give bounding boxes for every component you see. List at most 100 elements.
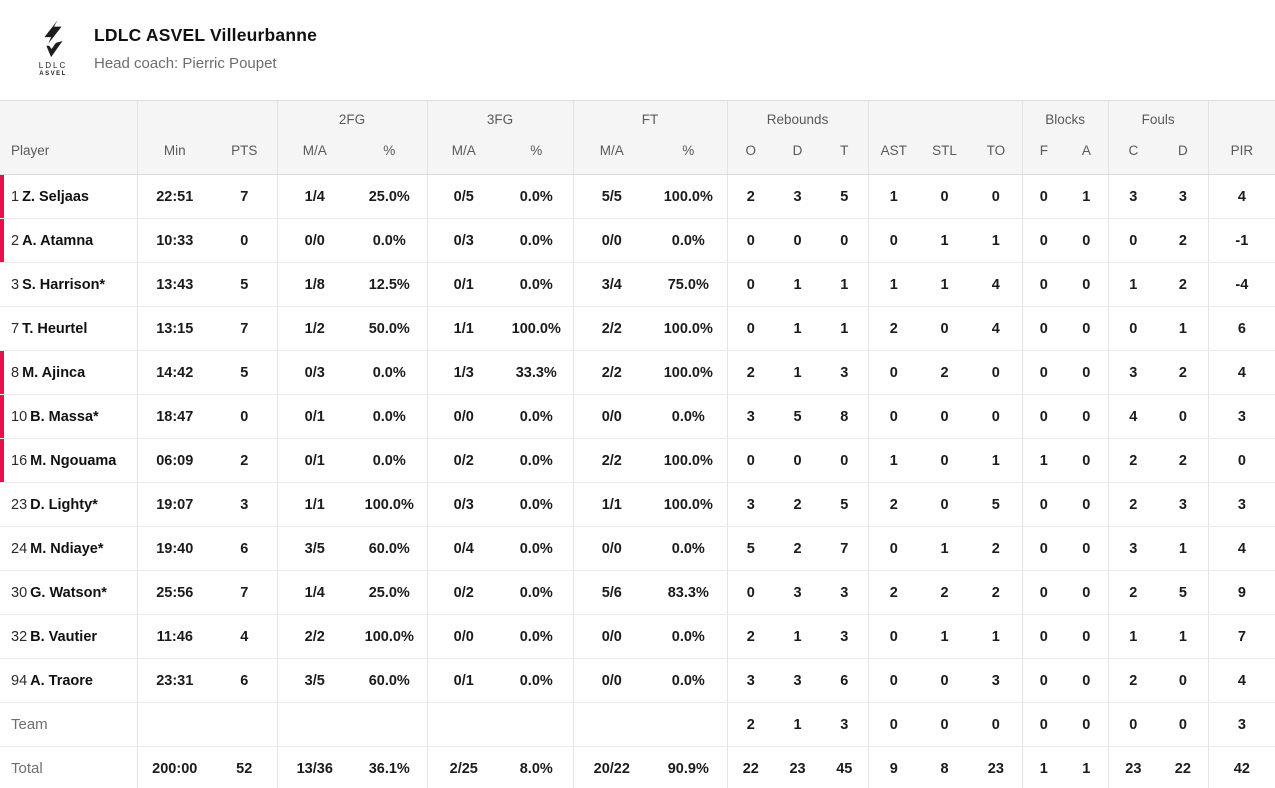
- stat-cell: 0: [867, 218, 920, 263]
- stat-cell: 0.0%: [650, 526, 728, 571]
- stat-cell: 13:43: [136, 262, 212, 307]
- player-cell[interactable]: 8 M. Ajinca: [0, 350, 137, 395]
- stat-cell: 1/3: [426, 350, 501, 395]
- player-cell[interactable]: 16 M. Ngouama: [0, 438, 137, 483]
- stat-cell: 1: [919, 218, 971, 263]
- stat-cell: 0: [867, 526, 920, 571]
- player-row: 2 A. Atamna 10:33 0 0/0 0.0% 0/3 0.0% 0/0 0.0% 0 0 0…: [0, 218, 1275, 263]
- stat-cell: -4: [1207, 262, 1275, 307]
- stat-cell: 0/1: [276, 438, 352, 483]
- player-cell[interactable]: 10 B. Massa*: [0, 394, 137, 439]
- stat-cell: 100.0%: [650, 438, 728, 483]
- stat-cell: 100.0%: [352, 482, 428, 527]
- stat-cell: 0.0%: [650, 658, 728, 703]
- stat-cell: 10:33: [136, 218, 212, 263]
- stat-cell: 2/2: [572, 350, 651, 395]
- player-row: 3 S. Harrison* 13:43 5 1/8 12.5% 0/1 0.0% 3/4 75.…: [0, 262, 1275, 307]
- stat-cell: 1/1: [426, 306, 501, 351]
- stat-cell: 6: [821, 658, 869, 703]
- stat-cell: 42: [1207, 746, 1275, 788]
- stat-cell: 1: [1107, 614, 1159, 659]
- player-cell[interactable]: 24 M. Ndiaye*: [0, 526, 137, 571]
- stat-cell: 6: [212, 526, 277, 571]
- stat-cell: 3: [1107, 526, 1159, 571]
- stat-cell: 0: [1065, 350, 1109, 395]
- stat-cell: 1: [1065, 746, 1109, 788]
- stat-cell: 0: [1065, 658, 1109, 703]
- stat-cell: 2: [970, 570, 1023, 615]
- player-number: 16: [11, 452, 28, 469]
- player-row: 23 D. Lighty* 19:07 3 1/1 100.0% 0/3 0.0% 1/1 100…: [0, 482, 1275, 527]
- lightning-bolt-icon: [44, 20, 63, 58]
- stat-cell: 3: [821, 570, 869, 615]
- stat-cell: 0.0%: [352, 438, 428, 483]
- stat-cell: 2: [1158, 350, 1209, 395]
- stat-cell: 0: [919, 174, 971, 219]
- stat-cell: 0: [726, 218, 775, 263]
- stat-cell: 0.0%: [500, 438, 574, 483]
- stat-cell: 1/1: [572, 482, 651, 527]
- col-header-reb-d: D: [774, 131, 822, 175]
- stat-cell: 0: [1107, 702, 1159, 747]
- player-cell[interactable]: 94 A. Traore: [0, 658, 137, 703]
- player-name: M. Ndiaye*: [30, 540, 104, 557]
- stat-cell: 0: [867, 350, 920, 395]
- player-cell[interactable]: 23 D. Lighty*: [0, 482, 137, 527]
- player-cell[interactable]: 2 A. Atamna: [0, 218, 137, 263]
- stat-cell: 5/5: [572, 174, 651, 219]
- stat-cell: 1: [774, 262, 822, 307]
- stat-cell: 2: [867, 482, 920, 527]
- stat-cell: 0/0: [572, 394, 651, 439]
- player-name: D. Lighty*: [30, 496, 98, 513]
- player-cell[interactable]: 30 G. Watson*: [0, 570, 137, 615]
- stat-cell: 0/5: [426, 174, 501, 219]
- group-header-row: 2FG 3FG FT Rebounds Blocks Fouls: [0, 100, 1275, 132]
- player-cell[interactable]: 32 B. Vautier: [0, 614, 137, 659]
- stat-cell: 5: [212, 350, 277, 395]
- stat-cell: 0: [1065, 218, 1109, 263]
- stat-cell: 3: [821, 702, 869, 747]
- player-row: 16 M. Ngouama 06:09 2 0/1 0.0% 0/2 0.0% 2/2 100.0…: [0, 438, 1275, 483]
- player-number: 23: [11, 496, 28, 513]
- row-label-cell: Team: [0, 702, 137, 747]
- stat-cell: 0.0%: [352, 350, 428, 395]
- stat-cell: 3: [1107, 174, 1159, 219]
- player-number: 3: [11, 276, 20, 293]
- stat-cell: 3: [212, 482, 277, 527]
- stat-cell: 0: [867, 658, 920, 703]
- stat-cell: 0/1: [426, 658, 501, 703]
- stat-cell: 0: [1065, 438, 1109, 483]
- column-header-row: Player Min PTS M/A % M/A % M/A % O D T A…: [0, 131, 1275, 175]
- stat-cell: 3: [821, 614, 869, 659]
- stat-cell: 200:00: [136, 746, 212, 788]
- stat-cell: 0: [970, 702, 1023, 747]
- stat-cell: 1: [821, 262, 869, 307]
- stat-cell: 60.0%: [352, 526, 428, 571]
- player-cell[interactable]: 7 T. Heurtel: [0, 306, 137, 351]
- stat-cell: 0.0%: [352, 218, 428, 263]
- player-row: 8 M. Ajinca 14:42 5 0/3 0.0% 1/3 33.3% 2/2 100.0%…: [0, 350, 1275, 395]
- stat-cell: 0.0%: [650, 218, 728, 263]
- player-cell[interactable]: 3 S. Harrison*: [0, 262, 137, 307]
- stat-cell: 33.3%: [500, 350, 574, 395]
- player-name: A. Traore: [30, 672, 93, 689]
- row-label-cell: Total: [0, 746, 137, 788]
- player-cell[interactable]: 1 Z. Seljaas: [0, 174, 137, 219]
- player-number: 24: [11, 540, 28, 557]
- stat-cell: 2/25: [426, 746, 501, 788]
- stat-cell: 2: [1107, 658, 1159, 703]
- col-header-stl: STL: [919, 131, 971, 175]
- stat-cell: 0: [1021, 482, 1066, 527]
- group-header-pir: [1207, 100, 1275, 132]
- player-number: 7: [11, 320, 20, 337]
- stat-cell: 3: [970, 658, 1023, 703]
- stat-cell: 3/5: [276, 526, 352, 571]
- player-number: 32: [11, 628, 28, 645]
- player-number: 8: [11, 364, 20, 381]
- stat-cell: 0: [919, 702, 971, 747]
- stat-cell: 4: [970, 306, 1023, 351]
- stat-cell: -1: [1207, 218, 1275, 263]
- stat-cell: 0: [1158, 702, 1209, 747]
- stat-cell: 20/22: [572, 746, 651, 788]
- stat-cell: [352, 702, 428, 747]
